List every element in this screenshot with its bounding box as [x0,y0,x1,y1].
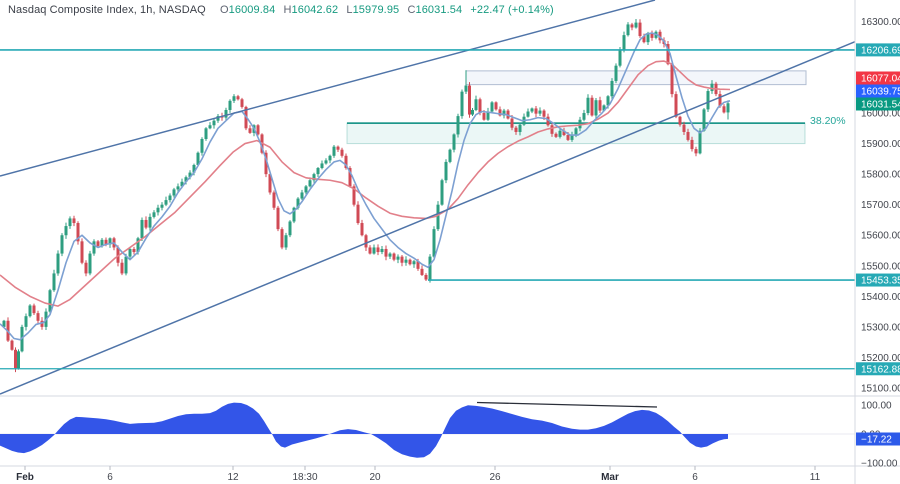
oscillator-divergence-trendline[interactable] [476,401,658,408]
price-tick-label: 16300.00 [861,17,900,28]
price-tick-label: 15100.00 [861,383,900,394]
time-tick-label: 26 [489,472,501,483]
slow-ma-line [0,60,731,307]
axis-value-badge: 16039.75 [856,84,900,98]
lower-trendline[interactable] [0,41,856,395]
svg-text:16031.54: 16031.54 [861,100,900,111]
time-tick-label: 20 [369,472,381,483]
high-label: H [283,4,292,16]
fast-ma-line [0,32,731,341]
oscillator-tick-label: −100.00 [861,459,898,470]
price-level-badge: 15453.35 [856,273,900,287]
price-tick-label: 15900.00 [861,139,900,150]
price-tick-label: 16000.00 [861,109,900,120]
high-value: 16042.62 [291,4,339,16]
svg-text:16206.69: 16206.69 [861,45,900,56]
upper-trendline[interactable] [0,0,656,177]
low-label: L [346,4,353,16]
symbol-legend: Nasdaq Composite Index, 1h, NASDAQ O1600… [8,4,554,16]
time-tick-label: 6 [107,472,113,483]
time-tick-label: Feb [16,472,34,483]
oscillator-value-badge: −17.22 [856,432,900,446]
open-label: O [219,4,229,16]
change-value: +22.47 (+0.14%) [470,4,554,16]
price-tick-label: 15600.00 [861,231,900,242]
svg-text:15162.88: 15162.88 [861,364,900,375]
price-tick-label: 15400.00 [861,292,900,303]
price-tick-label: 15300.00 [861,322,900,333]
time-tick-label: 6 [692,472,698,483]
svg-text:15453.35: 15453.35 [861,276,900,287]
price-tick-label: 15700.00 [861,200,900,211]
time-tick-label: Mar [601,472,619,483]
close-value: 16031.54 [415,4,463,16]
svg-text:−17.22: −17.22 [861,434,892,445]
price-tick-label: 15800.00 [861,170,900,181]
axis-value-badge: 16077.04 [856,71,900,85]
low-value: 15979.95 [352,4,400,16]
svg-text:16039.75: 16039.75 [861,87,900,98]
oscillator-area [0,402,728,458]
open-value: 16009.84 [228,4,276,16]
time-axis[interactable]: Feb 6 12 18:30 20 26 Mar 6 11 [16,466,821,483]
price-tick-label: 15200.00 [861,353,900,364]
axis-value-badge: 16031.54 [856,97,900,111]
time-tick-label: 12 [227,472,239,483]
price-axis[interactable]: 16300.00 16000.00 15900.00 15800.00 15700.00… [856,17,900,470]
price-level-badge: 16206.69 [856,43,900,57]
time-tick-label: 11 [810,472,821,483]
oscillator-tick-label: 100.00 [861,401,892,412]
close-label: C [407,4,416,16]
price-tick-label: 15500.00 [861,261,900,272]
svg-text:16077.04: 16077.04 [861,74,900,85]
time-tick-label: 18:30 [292,472,317,483]
symbol-title: Nasdaq Composite Index, 1h, NASDAQ [8,4,206,16]
price-level-badge: 15162.88 [856,362,900,376]
fib-level-label: 38.20% [810,115,846,127]
